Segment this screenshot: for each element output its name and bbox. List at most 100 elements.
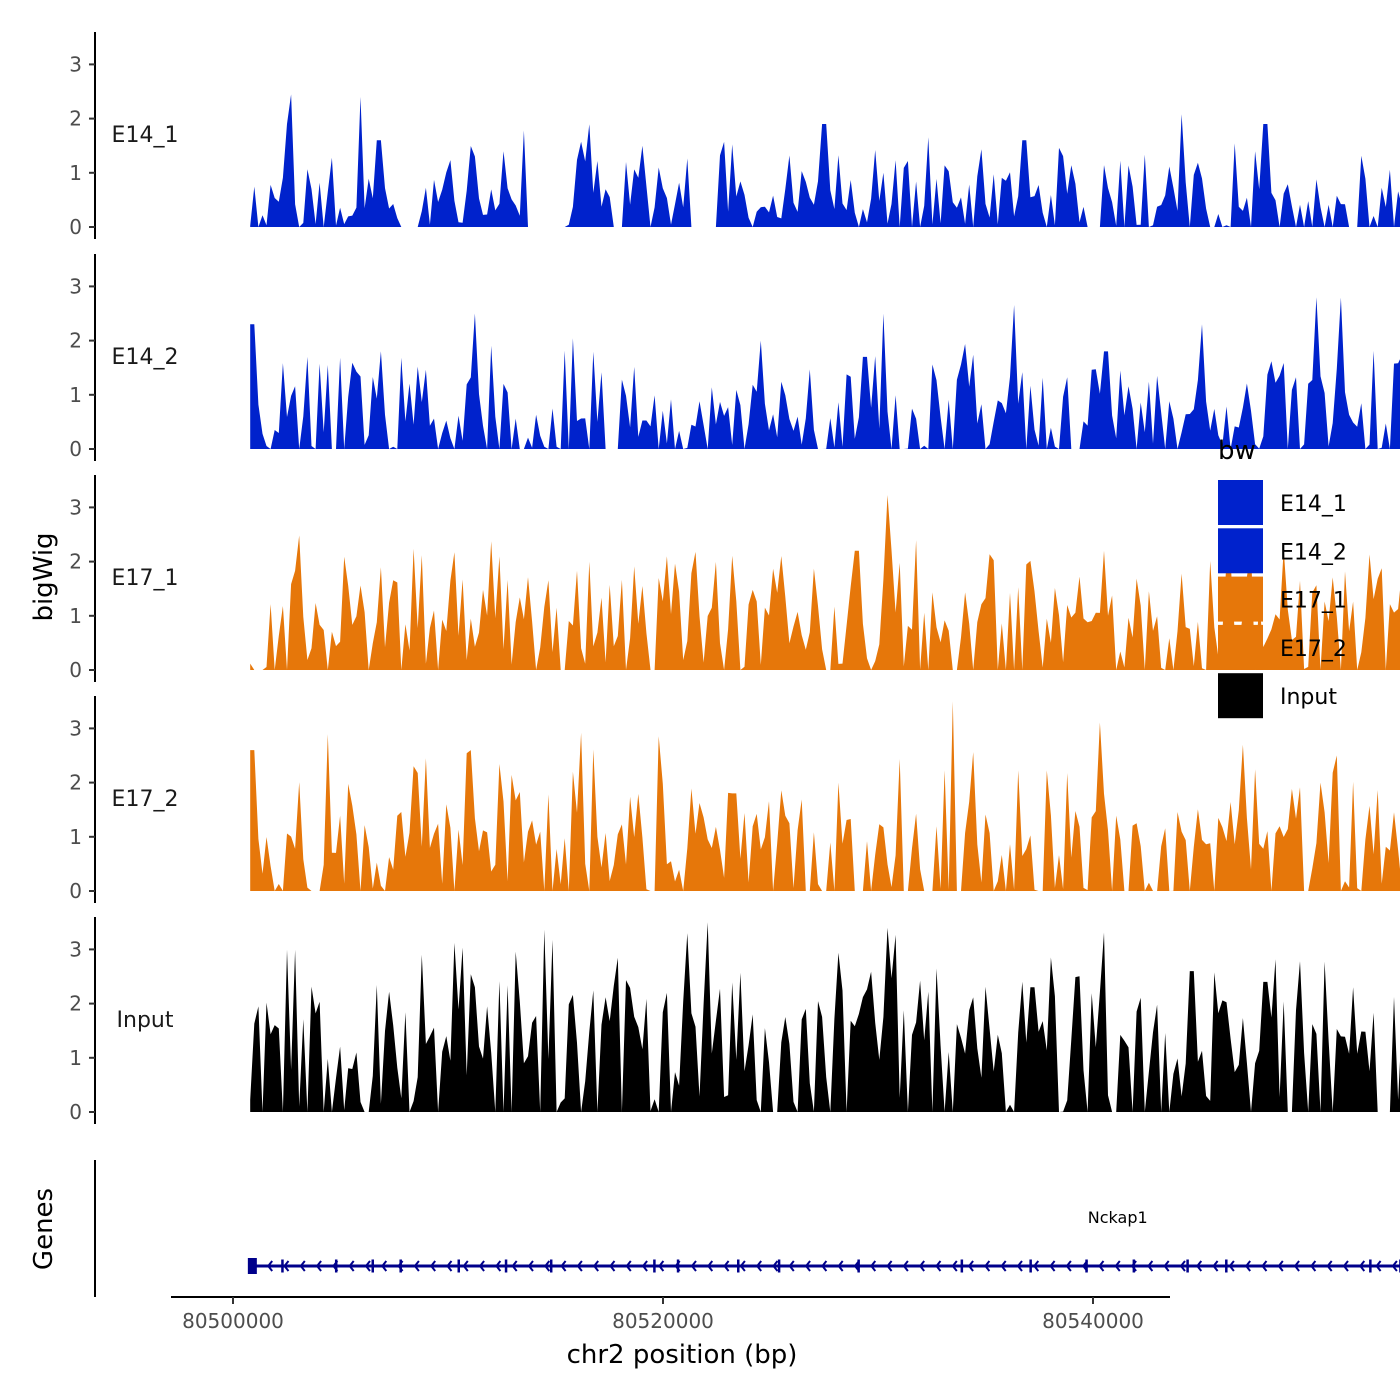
strand-arrow bbox=[625, 1260, 632, 1272]
strand-arrow bbox=[1277, 1260, 1284, 1272]
strand-arrow bbox=[478, 1260, 485, 1272]
strand-arrow bbox=[560, 1260, 567, 1272]
y-tick-label: 1 bbox=[69, 825, 82, 849]
strand-arrow bbox=[821, 1260, 828, 1272]
strand-arrow bbox=[511, 1260, 518, 1272]
strand-arrow bbox=[1310, 1260, 1317, 1272]
exon bbox=[1225, 1259, 1228, 1273]
legend-item: E14_2 bbox=[1218, 528, 1347, 574]
strand-arrow bbox=[984, 1260, 991, 1272]
strand-arrow bbox=[462, 1260, 469, 1272]
legend-title: bw bbox=[1218, 436, 1256, 466]
strand-arrow bbox=[641, 1260, 648, 1272]
exon bbox=[549, 1259, 553, 1273]
legend-item: Input bbox=[1218, 673, 1337, 719]
genes-axis-title: Genes bbox=[29, 1188, 59, 1270]
strand-arrow bbox=[1065, 1260, 1072, 1272]
exon bbox=[653, 1259, 656, 1273]
gene-nckap1: Nckap1 bbox=[247, 1208, 1400, 1274]
y-tick-label: 0 bbox=[69, 1100, 82, 1124]
x-tick-label: 80520000 bbox=[612, 1309, 714, 1333]
exon bbox=[676, 1259, 680, 1273]
coverage-area bbox=[250, 94, 1400, 227]
y-tick-label: 2 bbox=[69, 107, 82, 131]
legend-label: E17_2 bbox=[1280, 637, 1347, 662]
track-label: E14_2 bbox=[112, 345, 179, 370]
legend-swatch bbox=[1218, 576, 1263, 622]
track-e17_1: 0 1 2 3 E17_1 bbox=[69, 475, 1400, 682]
coverage-area bbox=[250, 495, 1400, 670]
track-label: E17_1 bbox=[112, 566, 179, 591]
track-e17_2: 0 1 2 3 E17_2 bbox=[69, 696, 1400, 903]
strand-arrow bbox=[592, 1260, 599, 1272]
strand-arrow bbox=[495, 1260, 502, 1272]
y-tick-label: 3 bbox=[69, 495, 82, 519]
legend: bw E14_1 E14_2 E17_1 E17_2 Input bbox=[1218, 436, 1347, 719]
exon bbox=[1085, 1259, 1088, 1273]
strand-arrow bbox=[381, 1260, 388, 1272]
exon bbox=[737, 1259, 740, 1273]
strand-arrow bbox=[429, 1260, 436, 1272]
x-tick-label: 80540000 bbox=[1042, 1309, 1144, 1333]
legend-label: Input bbox=[1280, 685, 1337, 710]
exon bbox=[777, 1259, 781, 1273]
coverage-area bbox=[250, 922, 1400, 1112]
strand-arrow bbox=[1359, 1260, 1366, 1272]
gene-name-label: Nckap1 bbox=[1088, 1208, 1148, 1227]
legend-item: E17_1 bbox=[1218, 576, 1347, 622]
strand-arrow bbox=[1179, 1260, 1186, 1272]
strand-arrow bbox=[951, 1260, 958, 1272]
x-axis: 8050000080520000805400008056000080580000 bbox=[171, 1296, 1170, 1333]
strand-arrow bbox=[299, 1260, 306, 1272]
strand-arrow bbox=[918, 1260, 925, 1272]
y-tick-label: 3 bbox=[69, 937, 82, 961]
exon bbox=[1029, 1259, 1032, 1273]
strand-arrow bbox=[707, 1260, 714, 1272]
strand-arrow bbox=[544, 1260, 551, 1272]
strand-arrow bbox=[772, 1260, 779, 1272]
coverage-tracks: 0 1 2 3 E14_1 0 1 2 3 E14_2 0 1 2 3 E17_1 0 1 2 3 E17_2 0 1 2 3… bbox=[69, 32, 1400, 1124]
legend-label: E14_2 bbox=[1280, 540, 1347, 565]
y-tick-label: 0 bbox=[69, 879, 82, 903]
strand-arrow bbox=[1000, 1260, 1007, 1272]
strand-arrow bbox=[690, 1260, 697, 1272]
exon bbox=[371, 1259, 374, 1273]
strand-arrow bbox=[967, 1260, 974, 1272]
strand-arrow bbox=[1261, 1260, 1268, 1272]
exon bbox=[1186, 1259, 1189, 1273]
strand-arrow bbox=[1016, 1260, 1023, 1272]
x-tick-label: 80500000 bbox=[182, 1309, 284, 1333]
y-tick-label: 3 bbox=[69, 274, 82, 298]
y-tick-label: 2 bbox=[69, 992, 82, 1016]
strand-arrow bbox=[837, 1260, 844, 1272]
strand-arrow bbox=[413, 1260, 420, 1272]
exon bbox=[857, 1259, 860, 1273]
track-label: E17_2 bbox=[112, 787, 179, 812]
y-tick-label: 3 bbox=[69, 52, 82, 76]
strand-arrow bbox=[886, 1260, 893, 1272]
exon bbox=[1369, 1259, 1372, 1273]
y-tick-label: 0 bbox=[69, 215, 82, 239]
legend-items: E14_1 E14_2 E17_1 E17_2 Input bbox=[1218, 480, 1347, 719]
coverage-area bbox=[250, 701, 1400, 891]
track-label: E14_1 bbox=[112, 123, 179, 148]
legend-label: E14_1 bbox=[1280, 492, 1347, 517]
strand-arrow bbox=[283, 1260, 290, 1272]
strand-arrow bbox=[723, 1260, 730, 1272]
y-tick-label: 1 bbox=[69, 383, 82, 407]
legend-label: E17_1 bbox=[1280, 589, 1347, 614]
strand-arrow bbox=[739, 1260, 746, 1272]
y-tick-label: 1 bbox=[69, 604, 82, 628]
y-tick-label: 1 bbox=[69, 161, 82, 185]
strand-arrow bbox=[804, 1260, 811, 1272]
track-e14_1: 0 1 2 3 E14_1 bbox=[69, 32, 1400, 239]
track-label: Input bbox=[117, 1008, 174, 1033]
strand-arrow bbox=[755, 1260, 762, 1272]
exon bbox=[247, 1258, 257, 1274]
strand-arrow bbox=[1375, 1260, 1382, 1272]
legend-item: E17_2 bbox=[1218, 624, 1347, 670]
exon bbox=[504, 1259, 508, 1273]
gene-track: Nckap1 bbox=[94, 1160, 1400, 1297]
strand-arrow bbox=[1212, 1260, 1219, 1272]
